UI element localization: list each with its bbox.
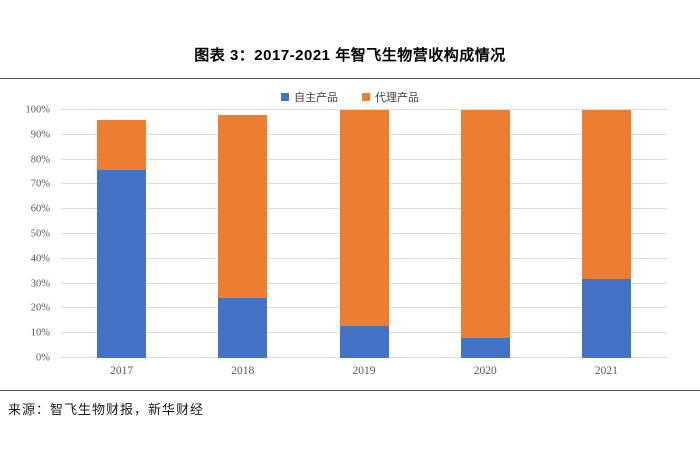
- x-axis: 2017 2018 2019 2020 2021: [61, 365, 667, 377]
- legend-label-self-products: 自主产品: [294, 92, 338, 104]
- bar-segment-agency-products-2020: [460, 110, 510, 339]
- y-tick-label-70%: 70%: [30, 178, 50, 190]
- y-tick-label-10%: 10%: [30, 327, 50, 339]
- bar-segment-agency-products-2019: [339, 110, 389, 326]
- x-tick-label-2018: 2018: [231, 365, 255, 377]
- x-tick-label-2021: 2021: [594, 365, 618, 377]
- source-divider-line: [0, 390, 700, 391]
- y-axis: 0% 10% 20% 30% 40% 50% 60% 70% 80% 90% 100%: [0, 105, 54, 364]
- legend-swatch-agency-products-icon: [362, 93, 370, 101]
- y-tick-label-100%: 100%: [25, 104, 51, 116]
- bar-segment-agency-products-2018: [218, 114, 268, 299]
- y-tick-label-60%: 60%: [30, 203, 50, 215]
- x-tick-label-2020: 2020: [473, 365, 497, 377]
- bar-segment-self-products-2020: [460, 338, 510, 358]
- bar-segment-self-products-2017: [97, 169, 147, 358]
- legend-item-self-products: 自主产品: [281, 89, 338, 105]
- y-tick-label-80%: 80%: [30, 154, 50, 166]
- plot-area: [61, 109, 667, 358]
- y-tick-label-30%: 30%: [30, 278, 50, 290]
- bar-segment-self-products-2021: [581, 278, 631, 358]
- chart-legend: 自主产品 代理产品: [0, 89, 700, 105]
- title-divider-line: [0, 78, 700, 79]
- x-tick-label-2017: 2017: [110, 365, 134, 377]
- source-text: 来源：智飞生物财报，新华财经: [8, 402, 205, 417]
- legend-swatch-self-products-icon: [281, 93, 289, 101]
- y-tick-label-40%: 40%: [30, 253, 50, 265]
- y-tick-label-20%: 20%: [30, 302, 50, 314]
- x-tick-label-2019: 2019: [352, 365, 376, 377]
- chart-title: 图表 3：2017-2021 年智飞生物营收构成情况: [194, 47, 506, 64]
- y-tick-label-90%: 90%: [30, 129, 50, 141]
- bar-segment-agency-products-2021: [581, 110, 631, 279]
- y-tick-label-0%: 0%: [36, 352, 50, 364]
- bar-segment-agency-products-2017: [97, 119, 147, 170]
- legend-label-agency-products: 代理产品: [375, 92, 419, 104]
- bar-segment-self-products-2018: [218, 298, 268, 358]
- legend-item-agency-products: 代理产品: [362, 89, 419, 105]
- y-tick-label-50%: 50%: [30, 228, 50, 240]
- bar-segment-self-products-2019: [339, 325, 389, 358]
- gridline-100%: [61, 109, 667, 110]
